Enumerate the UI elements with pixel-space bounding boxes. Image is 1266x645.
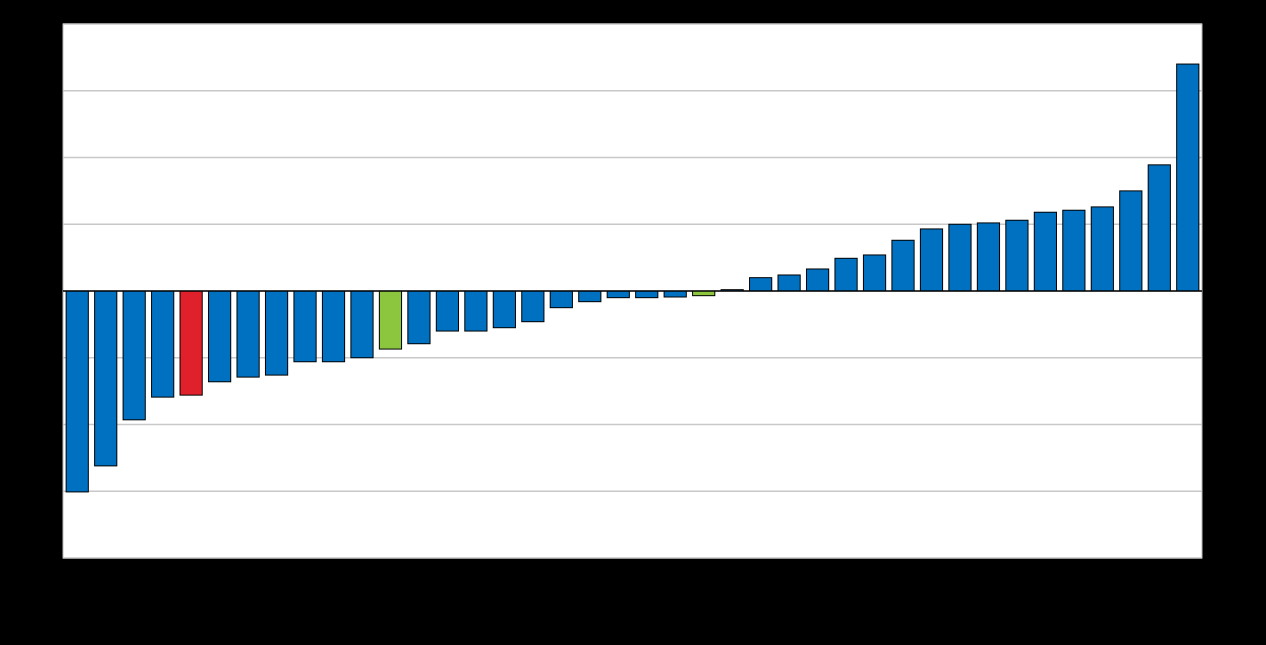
bar bbox=[151, 290, 175, 398]
bar bbox=[805, 268, 830, 292]
bar bbox=[464, 290, 488, 332]
bar bbox=[435, 290, 460, 332]
bar bbox=[862, 254, 887, 292]
bar bbox=[378, 290, 403, 350]
bar bbox=[663, 290, 687, 298]
bar bbox=[919, 228, 944, 292]
bar bbox=[293, 290, 317, 363]
bar bbox=[1147, 164, 1171, 292]
bar bbox=[65, 290, 89, 493]
bar bbox=[1090, 206, 1114, 292]
bar bbox=[578, 290, 602, 303]
bar bbox=[1033, 211, 1057, 292]
bar bbox=[834, 257, 858, 292]
bar bbox=[492, 290, 516, 329]
bar bbox=[1176, 63, 1200, 292]
bar bbox=[1062, 209, 1086, 292]
bar bbox=[179, 290, 203, 396]
bar bbox=[208, 290, 232, 383]
bar bbox=[521, 290, 545, 323]
bar bbox=[777, 274, 801, 292]
bar bbox=[606, 290, 630, 299]
bar bbox=[948, 223, 972, 292]
bar bbox=[94, 290, 118, 467]
bar bbox=[976, 222, 1001, 292]
bar bbox=[749, 277, 773, 292]
bar bbox=[236, 290, 260, 378]
bar bbox=[350, 290, 374, 359]
bar bbox=[1005, 219, 1029, 292]
bar bbox=[321, 290, 346, 363]
bar bbox=[407, 290, 431, 345]
bar bbox=[264, 290, 289, 376]
bar bbox=[1119, 190, 1143, 292]
bar bbox=[122, 290, 146, 421]
bar bbox=[891, 239, 915, 292]
bar bbox=[635, 290, 659, 299]
bar bbox=[549, 290, 573, 309]
